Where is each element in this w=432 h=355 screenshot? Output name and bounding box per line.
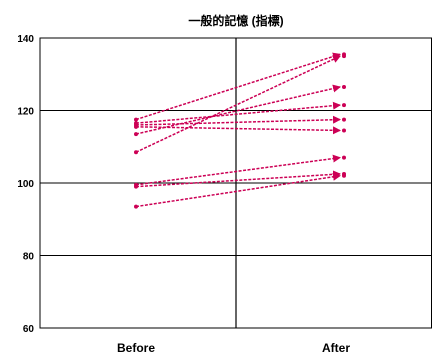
y-tick-label: 60 — [23, 324, 35, 335]
series-group — [134, 54, 346, 155]
y-tick-label: 140 — [17, 34, 34, 45]
series-arrow — [135, 126, 341, 135]
start-point — [134, 132, 138, 137]
series-group — [134, 84, 346, 137]
series-arrow — [135, 170, 341, 188]
start-point — [134, 124, 138, 129]
end-point — [342, 84, 346, 89]
series-group — [134, 154, 346, 187]
series-arrow — [135, 55, 341, 153]
y-tick-label: 100 — [17, 179, 34, 190]
chart-title: 一般的記憶 (指標) — [188, 13, 283, 28]
series-arrow — [135, 84, 341, 135]
series-group — [134, 124, 346, 135]
end-point — [342, 128, 346, 133]
y-tick-label: 120 — [17, 107, 34, 118]
end-point — [342, 173, 346, 178]
end-point — [342, 103, 346, 108]
end-point — [342, 117, 346, 122]
y-tick-labels: 60 80 100 120 140 — [17, 34, 34, 335]
end-point — [342, 54, 346, 59]
series-arrow — [135, 52, 341, 121]
series-group — [134, 52, 346, 122]
x-category-label: Before — [117, 341, 155, 355]
series-arrow — [135, 154, 341, 186]
end-point — [342, 155, 346, 160]
series-arrow — [135, 172, 341, 208]
series-lines — [134, 52, 346, 209]
series-group — [134, 172, 346, 209]
series-group — [134, 115, 346, 127]
series-arrow — [135, 115, 341, 126]
start-point — [134, 184, 138, 189]
y-tick-label: 80 — [23, 252, 35, 263]
start-point — [134, 150, 138, 155]
start-point — [134, 117, 138, 122]
x-category-labels: Before After — [117, 341, 350, 355]
series-arrow — [135, 101, 341, 124]
start-point — [134, 204, 138, 209]
x-category-label: After — [322, 341, 350, 355]
